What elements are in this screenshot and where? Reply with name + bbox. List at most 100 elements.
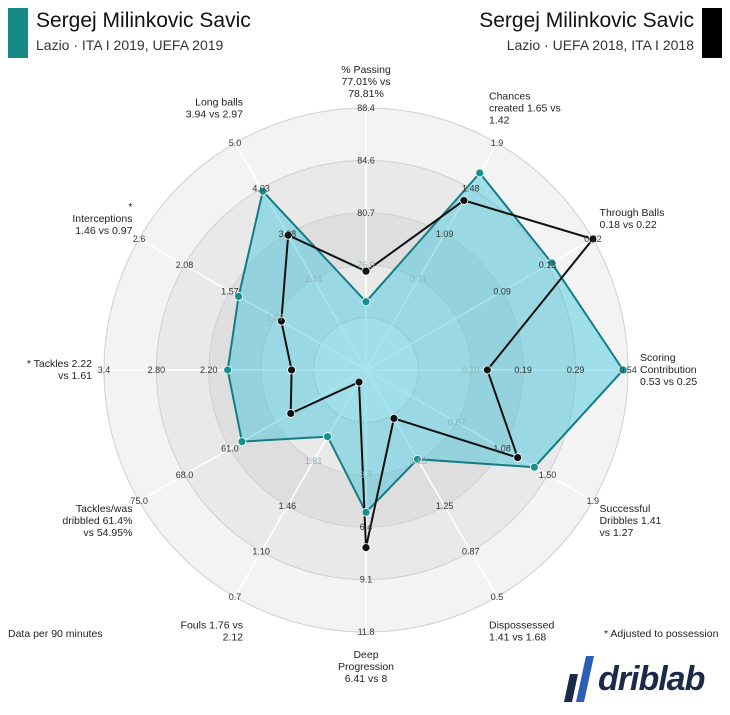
axis-12-tick-2: 4.03 xyxy=(252,183,270,193)
axis-1-tick-1: 88.4 xyxy=(357,103,375,113)
axis-label-1-line-2: 77.01% vs xyxy=(341,76,390,88)
series-1-point-6 xyxy=(413,454,422,464)
radar-spoke-2 xyxy=(365,142,498,371)
axis-label-7: Deep Progression 6.41 vs 8 xyxy=(338,649,394,685)
series-2-point-10 xyxy=(287,365,296,375)
axis-4-tick-1: 0.54 xyxy=(619,365,637,375)
series-2-point-3 xyxy=(588,234,598,244)
brand-name: driblab xyxy=(598,660,705,698)
radar-spoke-5 xyxy=(365,369,594,502)
axis-label-2: Chances created 1.65 vs 1.42 xyxy=(489,90,561,126)
axis-label-4-line-3: 0.53 vs 0.25 xyxy=(640,376,697,388)
axis-label-10-line-1: * Tackles 2.22 xyxy=(27,358,92,370)
axis-6-tick-3: 1.25 xyxy=(436,501,454,511)
axis-label-2-line-1: Chances xyxy=(489,90,530,102)
series-2-point-2 xyxy=(459,196,469,205)
axis-label-3-line-2: 0.18 vs 0.22 xyxy=(600,219,657,231)
axis-label-1-line-1: % Passing xyxy=(341,64,391,76)
axis-label-4: Scoring Contribution 0.53 vs 0.25 xyxy=(640,352,697,388)
series-2-point-9 xyxy=(286,409,296,418)
series-2-point-7 xyxy=(361,543,371,553)
axis-9-tick-2: 68.0 xyxy=(176,470,194,480)
radar-spoke-6 xyxy=(365,369,498,598)
series-2-point-8 xyxy=(354,377,364,387)
axis-2-tick-2: 1.48 xyxy=(462,183,480,193)
axis-label-5: Successful Dribbles 1.41 vs 1.27 xyxy=(600,503,662,539)
header-right: Sergej Milinkovic Savic Lazio · UEFA 201… xyxy=(479,8,722,60)
player-subtitle-left: Lazio · ITA I 2019, UEFA 2019 xyxy=(36,37,224,53)
axis-7-tick-2: 9.1 xyxy=(360,575,373,585)
radar-spoke-11 xyxy=(138,238,367,371)
series-1-point-8 xyxy=(323,432,332,441)
per90-note: Data per 90 minutes xyxy=(8,628,103,640)
axis-7-tick-1: 11.8 xyxy=(358,627,375,637)
axis-11-tick-2: 2.08 xyxy=(176,260,194,270)
axis-label-11-line-3: 1.46 vs 0.97 xyxy=(75,225,132,237)
axis-label-12: Long balls 3.94 vs 2.97 xyxy=(186,96,243,120)
legend-swatch-left xyxy=(8,8,28,58)
axis-label-5-line-2: Dribbles 1.41 xyxy=(600,515,662,527)
radar-spoke-9 xyxy=(138,369,367,502)
axis-11-tick-1: 2.6 xyxy=(133,234,146,244)
axis-1-tick-2: 84.6 xyxy=(357,155,375,165)
axis-label-12-line-1: Long balls xyxy=(195,96,243,108)
radar-spoke-12 xyxy=(234,142,367,371)
axis-label-7-line-1: Deep xyxy=(353,649,378,661)
axis-label-3-line-1: Through Balls xyxy=(600,207,665,219)
axis-5-tick-1: 1.9 xyxy=(587,496,600,506)
axis-5-tick-3: 1.08 xyxy=(493,444,511,454)
series-1-point-1 xyxy=(361,297,371,307)
axis-label-11-line-2: Interceptions xyxy=(72,213,132,225)
series-1-point-11 xyxy=(234,292,243,301)
series-1-point-9 xyxy=(237,437,247,447)
series-2-point-12 xyxy=(283,230,293,240)
axis-10-tick-3: 2.20 xyxy=(200,365,218,375)
axis-label-7-line-3: 6.41 vs 8 xyxy=(345,673,388,685)
axis-6-tick-1: 0.5 xyxy=(491,592,504,602)
series-1-point-12 xyxy=(258,186,268,196)
axis-8-tick-3: 1.46 xyxy=(279,501,297,511)
axis-7-tick-3: 6.4 xyxy=(360,522,373,532)
axis-label-6: Dispossessed 1.41 vs 1.68 xyxy=(489,620,555,644)
series-1-point-5 xyxy=(529,462,539,472)
axis-label-9-line-3: vs 54.95% xyxy=(83,527,132,539)
axis-3-tick-2: 0.13 xyxy=(539,260,557,270)
series-2-point-5 xyxy=(513,453,523,462)
axis-7-tick-4: 3.7 xyxy=(360,470,373,480)
axis-2-tick-4: 0.71 xyxy=(410,274,428,284)
series-1-point-10 xyxy=(223,365,233,375)
axis-label-8: Fouls 1.76 vs 2.12 xyxy=(181,620,244,644)
axis-label-8-line-2: 2.12 xyxy=(223,632,244,644)
axis-6-tick-4: 1.63 xyxy=(410,456,428,466)
axis-4-tick-3: 0.19 xyxy=(514,365,532,375)
player-name-left: Sergej Milinkovic Savic xyxy=(36,9,251,32)
series-2-point-1 xyxy=(361,266,371,276)
axis-label-4-line-2: Contribution xyxy=(640,364,697,376)
axis-11-tick-4: 1.07 xyxy=(266,313,284,323)
axis-5-tick-4: 0.67 xyxy=(448,417,466,427)
axis-12-tick-3: 3.08 xyxy=(279,229,297,239)
series-1-point-2 xyxy=(475,168,485,178)
axis-label-11: * Interceptions 1.46 vs 0.97 xyxy=(72,201,132,237)
axis-label-11-line-1: * xyxy=(128,201,132,213)
axis-label-2-line-2: created 1.65 vs xyxy=(489,102,561,114)
axis-4-tick-4: 0.10 xyxy=(462,365,480,375)
axis-12-tick-1: 5.0 xyxy=(229,138,242,148)
axis-label-8-line-1: Fouls 1.76 vs xyxy=(181,620,243,632)
axis-3-tick-1: 0.22 xyxy=(584,234,602,244)
axis-label-6-line-1: Dispossessed xyxy=(489,620,555,632)
axis-11-tick-3: 1.57 xyxy=(221,286,239,296)
series-1-point-4 xyxy=(618,365,628,375)
axis-9-tick-1: 75.0 xyxy=(130,496,148,506)
player-name-right: Sergej Milinkovic Savic xyxy=(479,9,694,32)
series-1-point-7 xyxy=(361,507,371,517)
axis-label-12-line-2: 3.94 vs 2.97 xyxy=(186,108,243,120)
axis-label-10: * Tackles 2.22 vs 1.61 xyxy=(27,358,92,382)
radar-spoke-8 xyxy=(234,369,367,598)
player-subtitle-right: Lazio · UEFA 2018, ITA I 2018 xyxy=(506,37,694,53)
axis-label-1-line-3: 78.81% xyxy=(348,88,384,100)
axis-6-tick-2: 0.87 xyxy=(462,547,480,557)
axis-1-tick-4: 76.9 xyxy=(357,260,375,270)
axis-label-2-line-3: 1.42 xyxy=(489,114,510,126)
